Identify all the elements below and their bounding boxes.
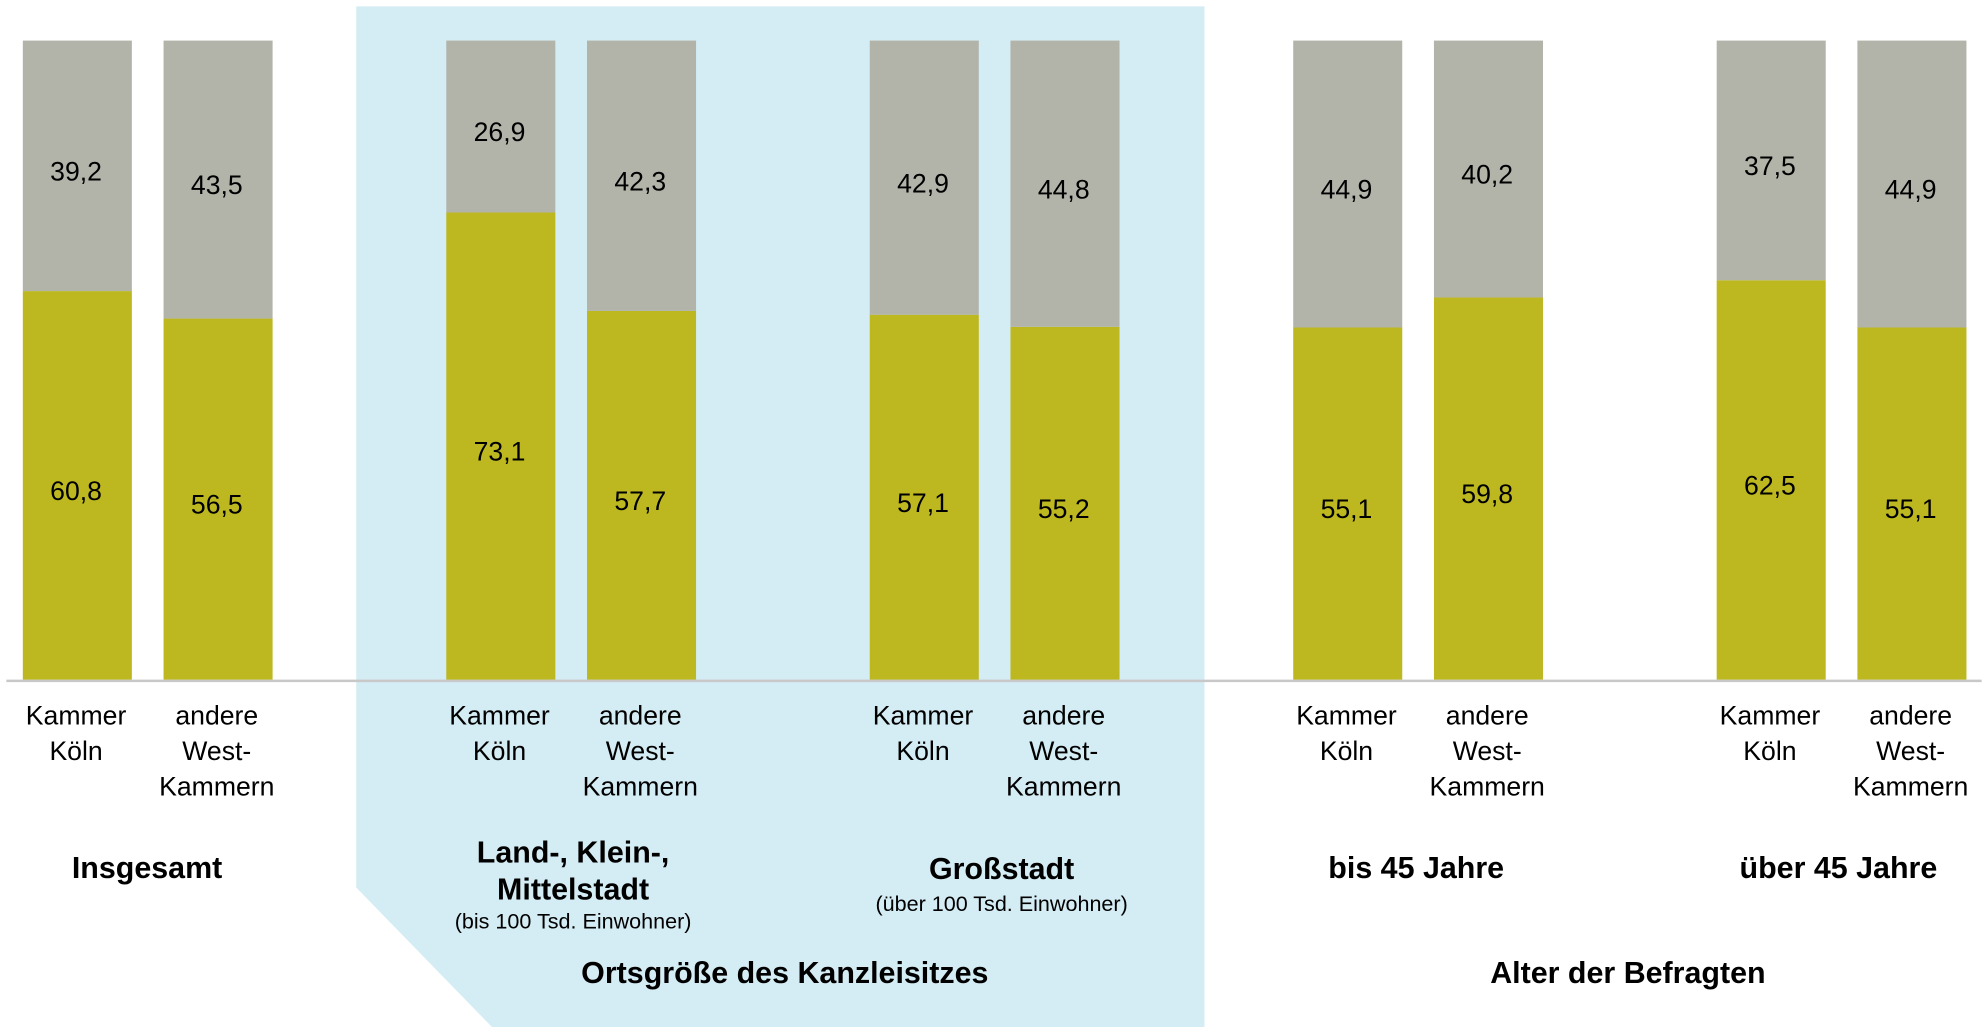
bar-segment — [1010, 326, 1120, 680]
bar-segment — [587, 310, 697, 680]
bar-segment — [163, 40, 273, 319]
group-label: Großstadt — [929, 852, 1074, 886]
value-label: 59,8 — [1461, 479, 1513, 509]
x-tick-label: Kammer — [1296, 701, 1397, 731]
bar-segment — [869, 314, 979, 680]
bar-segment — [1010, 40, 1120, 327]
group-label: Insgesamt — [72, 851, 222, 885]
x-tick-label: West- — [182, 736, 251, 766]
x-tick-label: West- — [1029, 736, 1098, 766]
highlight-region — [356, 6, 1205, 1027]
x-tick-label: West- — [1453, 736, 1522, 766]
value-label: 55,1 — [1885, 494, 1937, 524]
x-tick-label: West- — [1876, 736, 1945, 766]
x-tick-label: Köln — [473, 736, 526, 766]
bar-segment — [1857, 327, 1967, 680]
value-label: 73,1 — [474, 437, 526, 467]
bar-segment — [1433, 40, 1543, 298]
bar-segment — [1293, 327, 1403, 680]
value-label: 57,7 — [614, 486, 666, 516]
group-label: bis 45 Jahre — [1328, 851, 1504, 885]
x-tick-label: Köln — [1743, 736, 1796, 766]
value-label: 44,9 — [1885, 175, 1937, 205]
x-tick-label: Köln — [896, 736, 949, 766]
bar-segment — [1433, 297, 1543, 680]
value-label: 62,5 — [1744, 471, 1796, 501]
value-label: 37,5 — [1744, 151, 1796, 181]
x-tick-label: Kammern — [583, 772, 698, 802]
bar-segment — [163, 318, 273, 680]
x-tick-label: andere — [1022, 701, 1105, 731]
value-label: 44,9 — [1321, 175, 1373, 205]
x-tick-label: West- — [606, 736, 675, 766]
value-label: 40,2 — [1461, 160, 1513, 190]
value-label: 60,8 — [50, 476, 102, 506]
bar-segment — [22, 40, 132, 292]
x-tick-label: andere — [1446, 701, 1529, 731]
supergroup-label: Alter der Befragten — [1490, 956, 1765, 990]
bar-segment — [446, 40, 556, 213]
value-label: 42,3 — [614, 166, 666, 196]
x-tick-label: Kammern — [1853, 772, 1968, 802]
x-tick-label: Kammer — [1720, 701, 1821, 731]
x-tick-label: Kammer — [449, 701, 550, 731]
bar-segment — [22, 291, 132, 680]
value-label: 55,1 — [1321, 494, 1373, 524]
x-tick-label: andere — [1869, 701, 1952, 731]
supergroup-label: Ortsgröße des Kanzleisitzes — [581, 956, 988, 990]
value-label: 39,2 — [50, 156, 102, 186]
group-label: Mittelstadt — [497, 872, 649, 906]
x-tick-label: andere — [599, 701, 682, 731]
x-tick-label: Köln — [1320, 736, 1373, 766]
value-label: 55,2 — [1038, 494, 1090, 524]
group-note: (über 100 Tsd. Einwohner) — [875, 891, 1127, 916]
x-tick-label: Köln — [49, 736, 102, 766]
bar-segment — [1716, 40, 1826, 281]
x-tick-label: Kammer — [873, 701, 974, 731]
x-tick-label: Kammern — [1006, 772, 1121, 802]
value-label: 44,8 — [1038, 174, 1090, 204]
value-label: 26,9 — [474, 117, 526, 147]
group-label: Land-, Klein-, — [477, 836, 670, 870]
x-tick-label: Kammern — [1430, 772, 1545, 802]
bar-segment — [587, 40, 697, 311]
bar-segment — [1293, 40, 1403, 328]
x-tick-label: andere — [175, 701, 258, 731]
x-tick-label: Kammer — [26, 701, 127, 731]
bar-segment — [1716, 280, 1826, 680]
value-label: 57,1 — [897, 488, 949, 518]
bar-segment — [446, 212, 556, 680]
value-label: 43,5 — [191, 170, 243, 200]
group-label: über 45 Jahre — [1740, 851, 1938, 885]
value-label: 42,9 — [897, 168, 949, 198]
value-label: 56,5 — [191, 490, 243, 520]
bar-segment — [869, 40, 979, 315]
x-tick-label: Kammern — [159, 772, 274, 802]
bar-segment — [1857, 40, 1967, 328]
group-note: (bis 100 Tsd. Einwohner) — [455, 909, 692, 934]
